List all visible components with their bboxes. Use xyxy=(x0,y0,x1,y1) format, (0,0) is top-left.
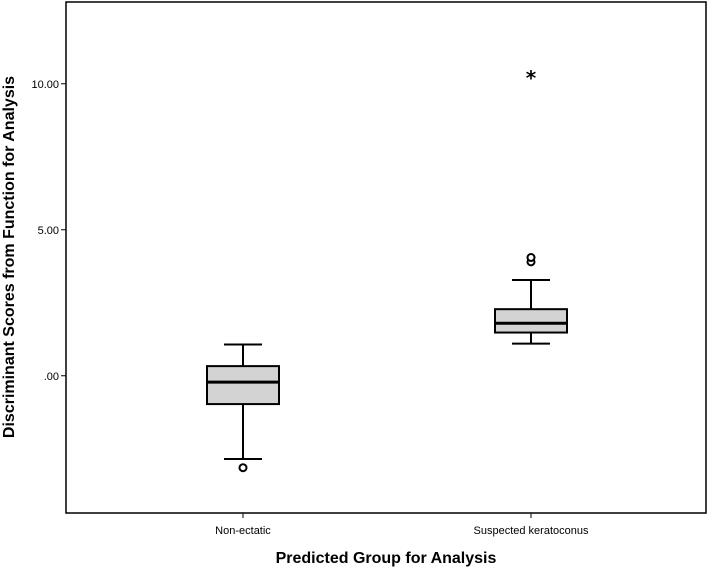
y-axis: .00 5.00 10.00 xyxy=(31,79,66,383)
y-tick-label: 10.00 xyxy=(31,79,59,91)
box-group-1 xyxy=(206,343,280,473)
x-tick-label: Non-ectatic xyxy=(215,525,271,537)
outlier-marker xyxy=(526,253,536,262)
y-tick-label: 5.00 xyxy=(38,225,59,237)
iqr-box xyxy=(206,365,280,406)
y-tick-label: .00 xyxy=(44,371,59,383)
x-axis-title: Predicted Group for Analysis xyxy=(276,550,497,567)
outlier-marker xyxy=(238,463,248,473)
extreme-outlier-marker: * xyxy=(526,66,537,90)
iqr-box xyxy=(494,308,568,334)
box-group-2: * xyxy=(494,66,568,345)
x-tick-label: Suspected keratoconus xyxy=(474,525,589,537)
boxes-layer: * xyxy=(206,66,568,473)
x-axis: Non-ectatic Suspected keratoconus xyxy=(215,513,589,537)
plot-frame xyxy=(65,1,707,514)
y-axis-title: Discriminant Scores from Function for An… xyxy=(1,76,18,438)
